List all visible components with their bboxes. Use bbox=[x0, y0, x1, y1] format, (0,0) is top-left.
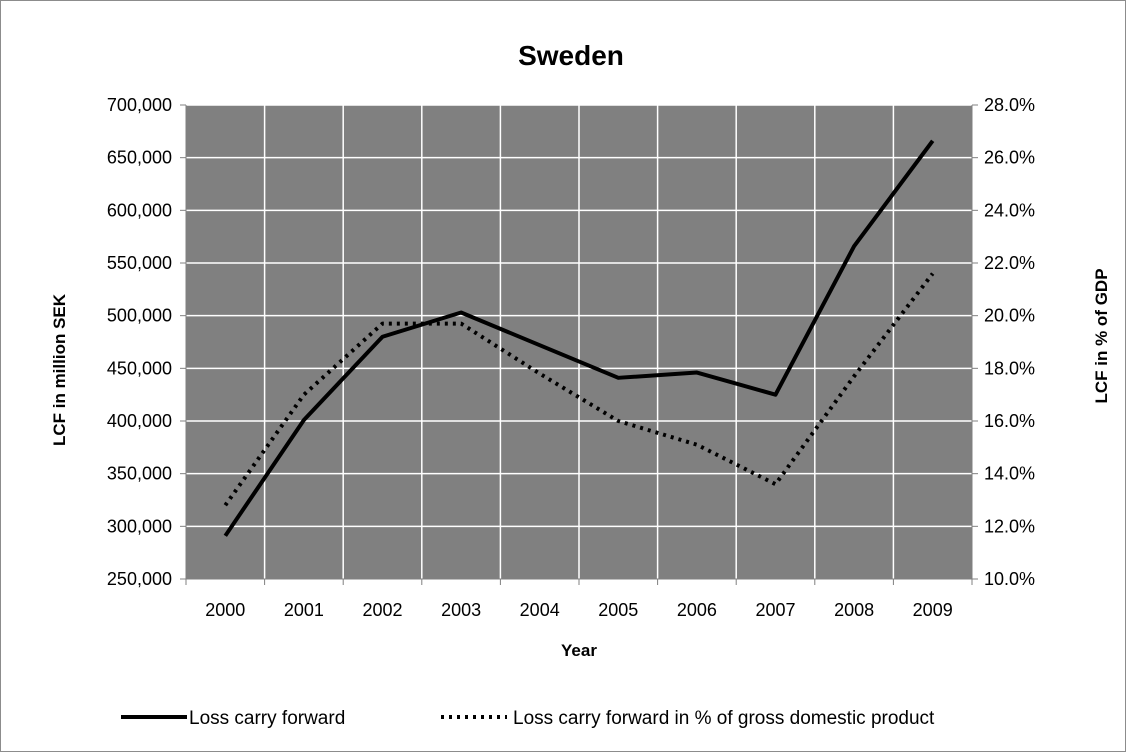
legend-label-lcf-percent-gdp: Loss carry forward in % of gross domesti… bbox=[513, 708, 935, 729]
right-tick-label: 10.0% bbox=[984, 569, 1035, 589]
x-tick-label: 2007 bbox=[755, 600, 795, 620]
x-tick-label: 2008 bbox=[834, 600, 874, 620]
right-axis-ticks: 10.0% 12.0% 14.0% 16.0% 18.0% 20.0% 22.0% 24.0%… bbox=[972, 95, 1035, 589]
x-axis-ticks: 2000 2001 2002 2003 2004 2005 2006 2007 2008 2009 bbox=[185, 579, 973, 620]
right-axis-title: LCF in % of GDP bbox=[1092, 268, 1111, 403]
x-tick-label: 2001 bbox=[284, 600, 324, 620]
right-tick-label: 26.0% bbox=[984, 148, 1035, 168]
right-tick-label: 22.0% bbox=[984, 253, 1035, 273]
x-tick-label: 2002 bbox=[362, 600, 402, 620]
series-layer bbox=[223, 139, 935, 537]
left-tick-label: 250,000 bbox=[107, 569, 172, 589]
left-tick-label: 300,000 bbox=[107, 516, 172, 536]
legend-label-loss-carry-forward: Loss carry forward bbox=[189, 708, 345, 729]
x-tick-label: 2006 bbox=[677, 600, 717, 620]
x-tick-label: 2000 bbox=[205, 600, 245, 620]
chart-title: Sweden bbox=[518, 40, 624, 71]
x-axis-title: Year bbox=[561, 641, 597, 660]
left-tick-label: 550,000 bbox=[107, 253, 172, 273]
left-tick-label: 450,000 bbox=[107, 358, 172, 378]
right-tick-label: 12.0% bbox=[984, 516, 1035, 536]
x-tick-label: 2004 bbox=[520, 600, 560, 620]
left-tick-label: 500,000 bbox=[107, 306, 172, 326]
left-tick-label: 400,000 bbox=[107, 411, 172, 431]
x-tick-label: 2005 bbox=[598, 600, 638, 620]
x-tick-label: 2003 bbox=[441, 600, 481, 620]
plot-area bbox=[185, 104, 973, 580]
legend: Loss carry forward Loss carry forward in… bbox=[121, 708, 935, 729]
right-tick-label: 14.0% bbox=[984, 464, 1035, 484]
x-tick-label: 2009 bbox=[913, 600, 953, 620]
left-tick-label: 650,000 bbox=[107, 148, 172, 168]
right-tick-label: 20.0% bbox=[984, 306, 1035, 326]
left-tick-label: 350,000 bbox=[107, 464, 172, 484]
left-tick-label: 700,000 bbox=[107, 95, 172, 115]
right-tick-label: 24.0% bbox=[984, 200, 1035, 220]
left-axis-ticks: 250,000 300,000 350,000 400,000 450,000 500,0… bbox=[107, 95, 186, 589]
left-tick-label: 600,000 bbox=[107, 200, 172, 220]
left-axis-title: LCF in million SEK bbox=[50, 293, 69, 446]
right-tick-label: 28.0% bbox=[984, 95, 1035, 115]
right-tick-label: 18.0% bbox=[984, 358, 1035, 378]
series-line-loss-carry-forward bbox=[223, 139, 935, 537]
right-tick-label: 16.0% bbox=[984, 411, 1035, 431]
